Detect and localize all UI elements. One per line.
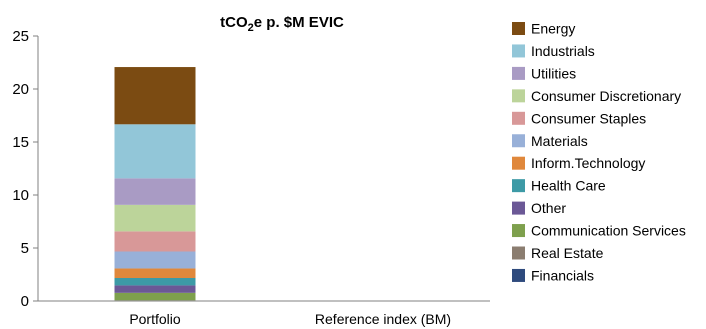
bar-segment-energy [114,67,196,125]
y-tick-label: 20 [12,81,29,98]
legend-swatch [512,268,525,282]
legend-label: Utilities [531,65,576,81]
bar-segment-other [114,285,196,293]
y-tick-label: 0 [21,293,29,310]
bar-segment-industrials [114,124,196,179]
legend-swatch [512,224,525,238]
bar-segment-inform-technology [114,268,196,278]
legend-swatch [512,66,525,80]
x-axis: Portfolio Reference index (BM) [38,300,490,327]
bar-segment-consumer-staples [114,231,196,252]
legend-label: Materials [531,133,588,149]
legend-swatch [512,111,525,125]
bar-segment-communication-services [114,292,196,301]
y-tick-label: 5 [21,240,29,257]
legend-swatch [512,22,525,35]
legend-swatch [512,89,525,103]
bar-segment-health-care [114,277,196,286]
legend-label: Real Estate [531,245,604,261]
bar-segment-consumer-discretionary [114,204,196,232]
bar-segment-materials [114,251,196,269]
legend-swatch [512,246,525,260]
legend-swatch [512,179,525,193]
legend-swatch [512,156,525,170]
legend-label: Financials [531,267,594,283]
plot-area [114,67,196,301]
y-axis: 0 5 10 15 20 25 [12,28,39,310]
bar-segment-utilities [114,178,196,205]
legend-label: Other [531,200,566,216]
legend-swatch [512,134,525,148]
x-category-label: Reference index (BM) [315,311,451,327]
y-tick-label: 15 [12,134,29,151]
legend-label: Consumer Staples [531,110,646,126]
legend-swatch [512,201,525,215]
legend-label: Energy [531,21,575,37]
legend-label: Consumer Discretionary [531,88,681,104]
x-category-label: Portfolio [129,311,181,327]
y-tick-label: 10 [12,187,29,204]
legend-label: Communication Services [531,223,686,239]
y-tick-label: 25 [12,28,29,45]
legend-swatch [512,44,525,58]
legend-label: Health Care [531,178,606,194]
legend: Energy Industrials Utilities Consumer Discr… [512,21,686,283]
legend-label: Inform.Technology [531,155,645,171]
chart-title: tCO2e p. $M EVIC [220,14,344,34]
legend-label: Industrials [531,43,595,59]
